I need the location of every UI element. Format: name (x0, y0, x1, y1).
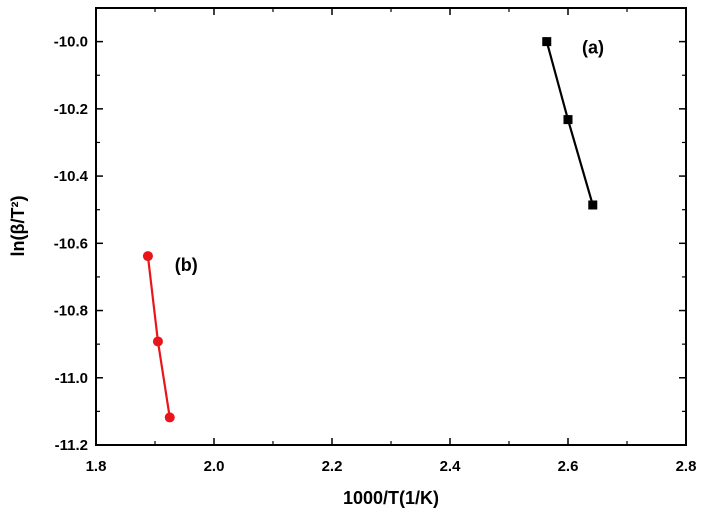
x-tick-label: 2.2 (322, 458, 343, 475)
y-tick-label: -10.6 (54, 235, 88, 252)
y-tick-label: -10.4 (54, 168, 89, 185)
data-point (588, 200, 598, 210)
x-tick-label: 2.8 (676, 458, 697, 475)
x-tick-label: 1.8 (86, 458, 107, 475)
series-layer: (a) (b) (142, 37, 604, 423)
series-annotation: (a) (582, 38, 604, 58)
data-point (563, 115, 573, 125)
data-point (164, 412, 175, 423)
data-point (542, 37, 552, 47)
y-axis-title: ln(β/T²) (8, 196, 28, 257)
y-tick-label: -10.2 (54, 101, 88, 118)
y-tick-label: -10.8 (54, 303, 88, 320)
y-tick-label: -11.2 (55, 437, 88, 454)
x-tick-label: 2.6 (558, 458, 579, 475)
x-axis-title: 1000/T(1/K) (343, 488, 439, 508)
x-axis-ticks: 1.8 2.0 2.2 2.4 2.6 2.8 (86, 8, 697, 475)
data-point (152, 336, 163, 347)
series-annotation: (b) (175, 255, 198, 275)
y-tick-label: -10.0 (54, 34, 88, 51)
y-tick-label: -11.0 (55, 370, 88, 387)
data-point (142, 251, 153, 262)
y-axis-ticks: -10.0 -10.2 -10.4 -10.6 -10.8 -11.0 -11.2 (54, 7, 686, 454)
plot-frame (95, 7, 687, 446)
x-tick-label: 2.4 (440, 458, 462, 475)
x-tick-label: 2.0 (204, 458, 225, 475)
